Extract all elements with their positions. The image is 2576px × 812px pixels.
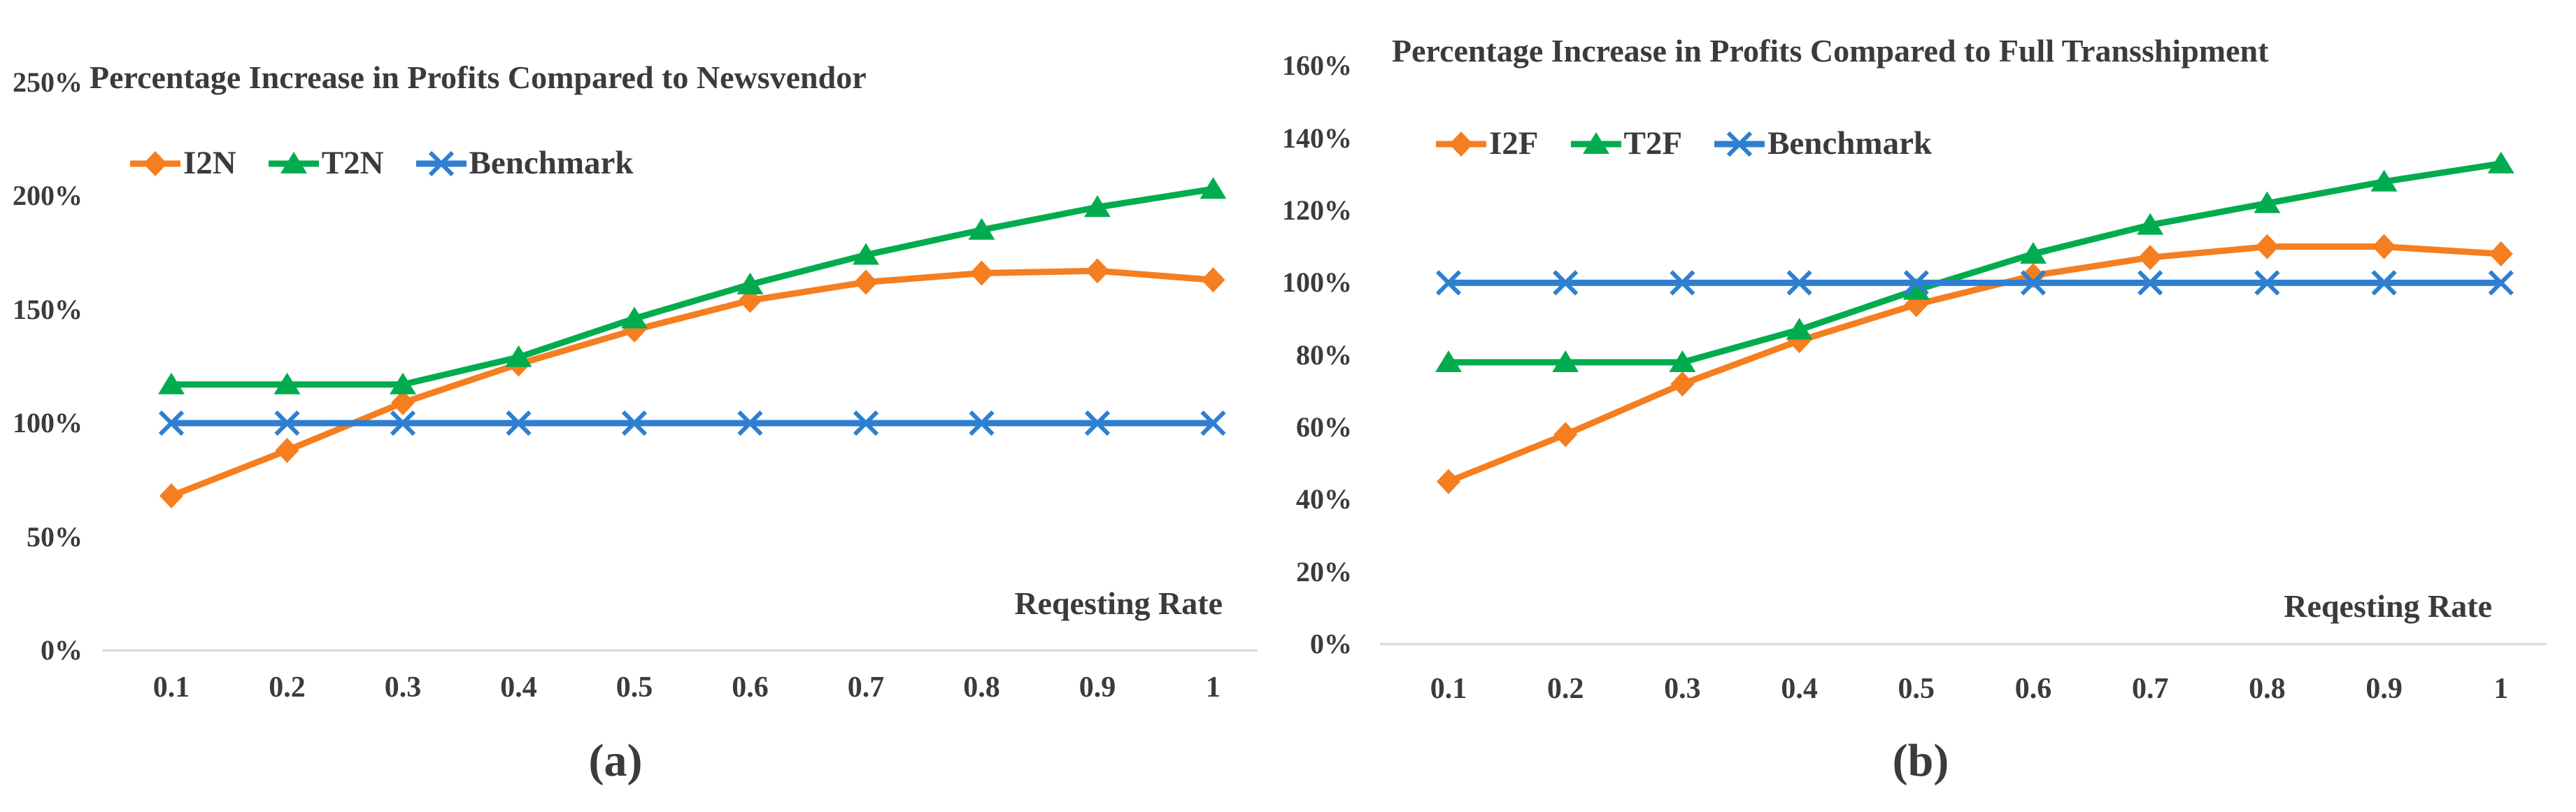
- x-tick-label: 0.4: [500, 671, 537, 704]
- legend-label: I2N: [183, 145, 236, 181]
- t2f-legend-marker-icon: [1570, 131, 1621, 154]
- x-tick-label: 0.2: [1546, 673, 1584, 705]
- series-benchmark: [1435, 270, 2514, 296]
- chart-a-title: Percentage Increase in Profits Compared …: [90, 59, 867, 95]
- x-tick-label: 0.9: [2365, 673, 2403, 705]
- legend-item-i2n: I2N: [130, 147, 236, 180]
- legend-item-benchmark: Benchmark: [1714, 127, 1932, 160]
- legend-label: Benchmark: [1767, 125, 1933, 162]
- chart-b-x-axis-label: Reqesting Rate: [2284, 588, 2492, 624]
- chart-b-caption: (b): [1892, 735, 1949, 786]
- x-tick-label: 0.7: [2131, 673, 2169, 705]
- y-tick-label: 150%: [13, 293, 83, 325]
- x-tick-label: 0.1: [152, 671, 190, 704]
- chart-b-legend: I2F T2F Benchmark: [1436, 127, 1932, 160]
- y-tick-label: 160%: [1282, 50, 1352, 82]
- x-tick-label: 0.2: [269, 671, 306, 704]
- x-tick-label: 1: [1206, 671, 1221, 704]
- i2n-legend-marker-icon: [130, 150, 180, 176]
- legend-label: T2N: [321, 145, 384, 181]
- x-tick-label: 0.4: [1781, 673, 1818, 705]
- chart-b-title: Percentage Increase in Profits Compared …: [1392, 33, 2269, 69]
- y-tick-label: 20%: [1296, 555, 1352, 587]
- y-tick-label: 40%: [1296, 483, 1352, 515]
- i2f-legend-marker-icon: [1436, 131, 1486, 157]
- x-tick-label: 1: [2493, 673, 2509, 705]
- t2n-legend-marker-icon: [268, 151, 319, 173]
- series-benchmark: [158, 410, 1226, 436]
- chart-a-x-axis-label: Reqesting Rate: [1014, 585, 1223, 621]
- benchmark-legend-marker-icon: [1714, 131, 1765, 157]
- y-tick-label: 0%: [1310, 628, 1352, 660]
- y-tick-label: 100%: [1282, 266, 1352, 299]
- x-tick-label: 0.3: [1664, 673, 1701, 705]
- legend-item-t2f: T2F: [1570, 125, 1683, 162]
- y-tick-label: 50%: [27, 520, 83, 553]
- y-tick-label: 120%: [1282, 194, 1352, 227]
- legend-label: Benchmark: [469, 145, 634, 181]
- chart-a-caption: (a): [588, 735, 643, 786]
- y-tick-label: 250%: [13, 66, 83, 98]
- x-tick-label: 0.8: [2249, 673, 2286, 705]
- x-tick-label: 0.5: [1898, 673, 1935, 705]
- chart-panel-a: Percentage Increase in Profits Compared …: [13, 59, 1258, 786]
- series-t2n: [158, 177, 1227, 394]
- y-tick-label: 60%: [1296, 411, 1352, 443]
- chart-b-plot-area: [1380, 151, 2547, 646]
- y-tick-label: 100%: [13, 407, 83, 439]
- x-tick-label: 0.9: [1079, 671, 1116, 704]
- chart-panel-b: Percentage Increase in Profits Compared …: [1282, 0, 2576, 812]
- legend-label: I2F: [1489, 125, 1539, 162]
- chart-a-plot-area: [102, 177, 1258, 652]
- series-t2f: [1435, 151, 2514, 373]
- y-tick-label: 140%: [1282, 122, 1352, 154]
- x-tick-label: 0.3: [384, 671, 422, 704]
- x-tick-label: 0.5: [615, 671, 653, 704]
- y-tick-label: 80%: [1296, 339, 1352, 371]
- legend-item-t2n: T2N: [268, 145, 384, 181]
- legend-item-i2f: I2F: [1436, 127, 1539, 160]
- y-tick-label: 0%: [41, 634, 83, 666]
- x-tick-label: 0.7: [847, 671, 885, 704]
- x-tick-label: 0.6: [732, 671, 769, 704]
- x-tick-label: 0.1: [1430, 673, 1467, 705]
- x-tick-label: 0.6: [2014, 673, 2052, 705]
- x-tick-label: 0.8: [963, 671, 1000, 704]
- chart-a-legend: I2N T2N Benchmark: [130, 147, 634, 180]
- legend-item-benchmark: Benchmark: [415, 145, 634, 181]
- legend-label: T2F: [1623, 125, 1683, 162]
- benchmark-legend-marker-icon: [415, 150, 467, 176]
- y-tick-label: 200%: [13, 180, 83, 211]
